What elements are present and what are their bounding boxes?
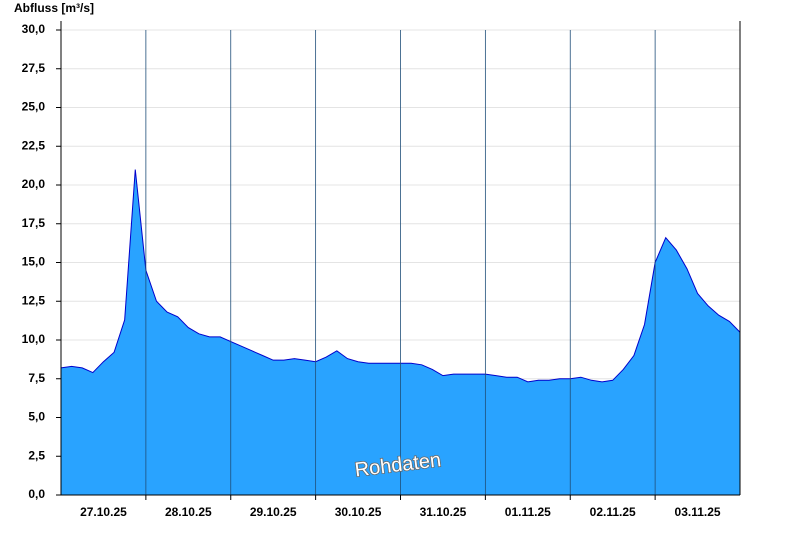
x-tick-label: 29.10.25: [250, 505, 297, 519]
y-tick-label: 0,0: [28, 487, 45, 501]
x-tick-label: 30.10.25: [335, 505, 382, 519]
x-tick-label: 31.10.25: [420, 505, 467, 519]
y-tick-label: 2,5: [28, 448, 45, 462]
y-tick-label: 7,5: [28, 371, 45, 385]
y-tick-label: 10,0: [22, 332, 46, 346]
y-tick-label: 5,0: [28, 410, 45, 424]
x-tick-label: 02.11.25: [590, 505, 636, 519]
y-tick-label: 15,0: [22, 255, 46, 269]
y-tick-label: 20,0: [22, 177, 46, 191]
y-tick-label: 17,5: [22, 216, 46, 230]
x-tick-label: 03.11.25: [675, 505, 721, 519]
y-tick-label: 22,5: [22, 138, 46, 152]
x-tick-label: 01.11.25: [505, 505, 551, 519]
y-tick-label: 12,5: [22, 293, 46, 307]
y-tick-label: 30,0: [22, 22, 46, 36]
x-tick-label: 27.10.25: [80, 505, 127, 519]
x-tick-label: 28.10.25: [165, 505, 212, 519]
y-tick-label: 25,0: [22, 100, 46, 114]
y-tick-label: 27,5: [22, 61, 46, 75]
y-axis-title: Abfluss [m³/s]: [14, 1, 94, 15]
